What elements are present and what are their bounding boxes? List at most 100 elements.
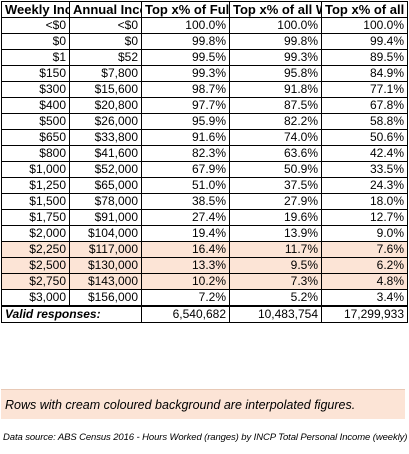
cell-top-full-time-workers: 19.4% xyxy=(141,225,230,242)
cell-top-all-workers: 91.8% xyxy=(229,81,322,98)
table-row: $2,000 $104,000 19.4% 13.9% 9.0% xyxy=(1,225,408,242)
cell-top-all-workers: 100.0% xyxy=(229,17,322,34)
table-row: $400 $20,800 97.7% 87.5% 67.8% xyxy=(1,97,408,114)
cell-annual-income: $78,000 xyxy=(69,193,142,210)
cell-weekly-income: $0 xyxy=(1,33,70,50)
cell-top-all-australians: 58.8% xyxy=(321,113,408,130)
table-row: $800 $41,600 82.3% 63.6% 42.4% xyxy=(1,145,408,162)
cell-top-all-workers: 37.5% xyxy=(229,177,322,194)
table-row: $2,750 $143,000 10.2% 7.3% 4.8% xyxy=(1,273,408,290)
cell-weekly-income: $3,000 xyxy=(1,289,70,307)
cell-weekly-income: $400 xyxy=(1,97,70,114)
cell-top-full-time-workers: 82.3% xyxy=(141,145,230,162)
cell-weekly-income: $2,250 xyxy=(1,241,70,258)
cell-top-all-australians: 4.8% xyxy=(321,273,408,290)
cell-top-all-australians: 3.4% xyxy=(321,289,408,307)
table-row: $1,500 $78,000 38.5% 27.9% 18.0% xyxy=(1,193,408,210)
table-row: $0 $0 99.8% 99.8% 99.4% xyxy=(1,33,408,50)
cell-top-full-time-workers: 97.7% xyxy=(141,97,230,114)
cell-top-all-australians: 12.7% xyxy=(321,209,408,226)
valid-responses-all-australians: 17,299,933 xyxy=(321,305,408,323)
cell-top-all-australians: 9.0% xyxy=(321,225,408,242)
cell-top-full-time-workers: 38.5% xyxy=(141,193,230,210)
valid-responses-row: Valid responses: 6,540,682 10,483,754 17… xyxy=(1,305,408,323)
cell-top-all-workers: 87.5% xyxy=(229,97,322,114)
cell-weekly-income: $1 xyxy=(1,49,70,66)
table-row: $2,250 $117,000 16.4% 11.7% 7.6% xyxy=(1,241,408,258)
cell-annual-income: $7,800 xyxy=(69,65,142,82)
table-row: $1,750 $91,000 27.4% 19.6% 12.7% xyxy=(1,209,408,226)
cell-top-full-time-workers: 67.9% xyxy=(141,161,230,178)
cell-weekly-income: $1,750 xyxy=(1,209,70,226)
cell-top-all-australians: 18.0% xyxy=(321,193,408,210)
table-row: $300 $15,600 98.7% 91.8% 77.1% xyxy=(1,81,408,98)
cell-top-full-time-workers: 7.2% xyxy=(141,289,230,307)
cell-top-all-australians: 84.9% xyxy=(321,65,408,82)
cell-top-all-australians: 6.2% xyxy=(321,257,408,274)
cell-top-all-australians: 33.5% xyxy=(321,161,408,178)
header-annual-income: Annual Income xyxy=(69,1,142,18)
table-row: $1,000 $52,000 67.9% 50.9% 33.5% xyxy=(1,161,408,178)
cell-annual-income: $117,000 xyxy=(69,241,142,258)
header-top-all-workers: Top x% of all Workers xyxy=(229,1,322,18)
cell-annual-income: $104,000 xyxy=(69,225,142,242)
cell-top-all-workers: 11.7% xyxy=(229,241,322,258)
cell-top-all-workers: 5.2% xyxy=(229,289,322,307)
cell-weekly-income: $2,500 xyxy=(1,257,70,274)
income-percentile-table-wrapper: Weekly Income Annual Income Top x% of Fu… xyxy=(1,1,408,323)
header-row: Weekly Income Annual Income Top x% of Fu… xyxy=(1,1,408,18)
cell-top-all-workers: 13.9% xyxy=(229,225,322,242)
cell-top-all-workers: 50.9% xyxy=(229,161,322,178)
interpolation-note: Rows with cream coloured background are … xyxy=(1,389,405,419)
cell-top-full-time-workers: 16.4% xyxy=(141,241,230,258)
cell-annual-income: $143,000 xyxy=(69,273,142,290)
cell-weekly-income: $1,250 xyxy=(1,177,70,194)
cell-annual-income: $52,000 xyxy=(69,161,142,178)
cell-top-full-time-workers: 10.2% xyxy=(141,273,230,290)
cell-top-full-time-workers: 98.7% xyxy=(141,81,230,98)
header-weekly-income: Weekly Income xyxy=(1,1,70,18)
cell-annual-income: $130,000 xyxy=(69,257,142,274)
data-source-caption: Data source: ABS Census 2016 - Hours Wor… xyxy=(3,432,408,443)
table-row: $3,000 $156,000 7.2% 5.2% 3.4% xyxy=(1,289,408,307)
cell-top-all-workers: 63.6% xyxy=(229,145,322,162)
cell-top-full-time-workers: 99.8% xyxy=(141,33,230,50)
header-top-all-australians: Top x% of all Australians xyxy=(321,1,408,18)
cell-top-all-australians: 100.0% xyxy=(321,17,408,34)
header-top-full-time-workers: Top x% of Full-time Workers xyxy=(141,1,230,18)
cell-top-all-australians: 42.4% xyxy=(321,145,408,162)
cell-weekly-income: $300 xyxy=(1,81,70,98)
cell-annual-income: $15,600 xyxy=(69,81,142,98)
cell-top-full-time-workers: 27.4% xyxy=(141,209,230,226)
cell-top-all-australians: 89.5% xyxy=(321,49,408,66)
cell-annual-income: $91,000 xyxy=(69,209,142,226)
cell-top-all-workers: 74.0% xyxy=(229,129,322,146)
cell-annual-income: $65,000 xyxy=(69,177,142,194)
valid-responses-label: Valid responses: xyxy=(1,305,142,323)
cell-top-all-australians: 7.6% xyxy=(321,241,408,258)
cell-top-full-time-workers: 51.0% xyxy=(141,177,230,194)
table-row: $2,500 $130,000 13.3% 9.5% 6.2% xyxy=(1,257,408,274)
valid-responses-all-workers: 10,483,754 xyxy=(229,305,322,323)
cell-weekly-income: $2,750 xyxy=(1,273,70,290)
table-row: $500 $26,000 95.9% 82.2% 58.8% xyxy=(1,113,408,130)
cell-annual-income: $26,000 xyxy=(69,113,142,130)
cell-weekly-income: $650 xyxy=(1,129,70,146)
table-row: <$0 <$0 100.0% 100.0% 100.0% xyxy=(1,17,408,34)
income-percentile-table: Weekly Income Annual Income Top x% of Fu… xyxy=(1,1,408,323)
cell-weekly-income: $1,500 xyxy=(1,193,70,210)
cell-top-all-australians: 50.6% xyxy=(321,129,408,146)
cell-top-all-australians: 24.3% xyxy=(321,177,408,194)
cell-top-all-workers: 19.6% xyxy=(229,209,322,226)
cell-top-all-workers: 27.9% xyxy=(229,193,322,210)
table-row: $150 $7,800 99.3% 95.8% 84.9% xyxy=(1,65,408,82)
cell-weekly-income: $1,000 xyxy=(1,161,70,178)
cell-top-full-time-workers: 91.6% xyxy=(141,129,230,146)
cell-top-all-workers: 82.2% xyxy=(229,113,322,130)
valid-responses-full-time: 6,540,682 xyxy=(141,305,230,323)
cell-top-all-workers: 99.8% xyxy=(229,33,322,50)
cell-annual-income: $0 xyxy=(69,33,142,50)
cell-annual-income: <$0 xyxy=(69,17,142,34)
cell-weekly-income: $500 xyxy=(1,113,70,130)
table-row: $1 $52 99.5% 99.3% 89.5% xyxy=(1,49,408,66)
